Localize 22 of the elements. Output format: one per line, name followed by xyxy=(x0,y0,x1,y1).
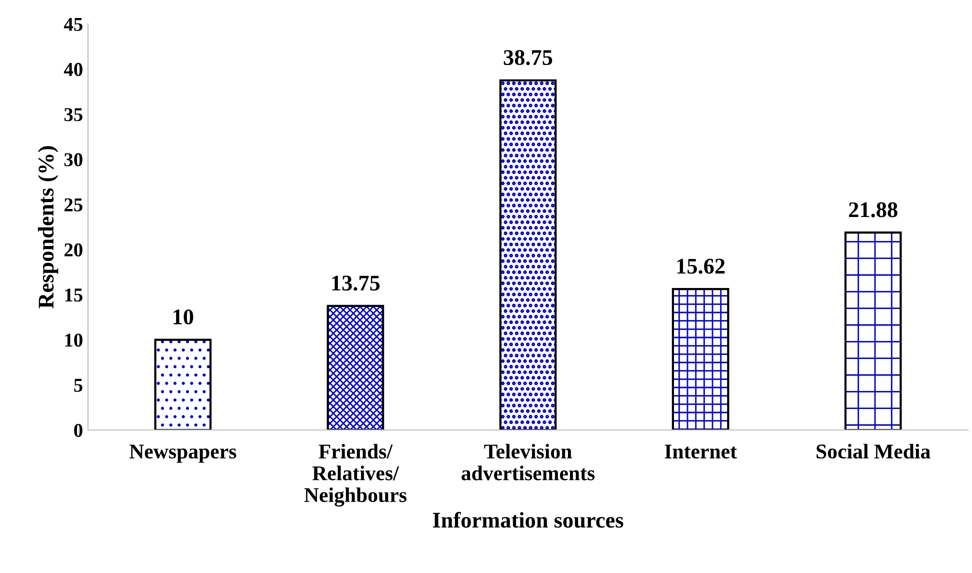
y-tick-label: 45 xyxy=(64,18,82,31)
y-tick-label: 30 xyxy=(64,153,82,166)
y-tick-label: 25 xyxy=(64,198,82,212)
y-tick-label: 0 xyxy=(74,424,82,437)
data-label: 10 xyxy=(174,309,194,324)
data-label: 21.88 xyxy=(849,202,898,218)
x-tick-label: Internet xyxy=(664,444,737,459)
x-tick-label: Friends/ Relatives/ Neighbours xyxy=(304,444,406,507)
data-label: 13.75 xyxy=(332,276,380,291)
x-tick-label: Television advertisements xyxy=(462,444,595,480)
y-tick-label: 5 xyxy=(74,378,82,392)
y-tick-label: 40 xyxy=(64,62,82,76)
x-axis-title: Information sources xyxy=(432,512,624,528)
y-tick-label: 15 xyxy=(65,288,82,302)
y-tick-label: 20 xyxy=(64,243,82,256)
x-tick-label: Newspapers xyxy=(129,444,236,463)
data-label: 15.62 xyxy=(677,258,725,274)
y-tick-label: 35 xyxy=(64,108,82,122)
x-tick-label: Social Media xyxy=(816,444,930,459)
y-axis-title: Respondents (%) xyxy=(38,146,58,308)
y-tick-label: 10 xyxy=(65,334,82,347)
data-label: 38.75 xyxy=(504,50,552,66)
